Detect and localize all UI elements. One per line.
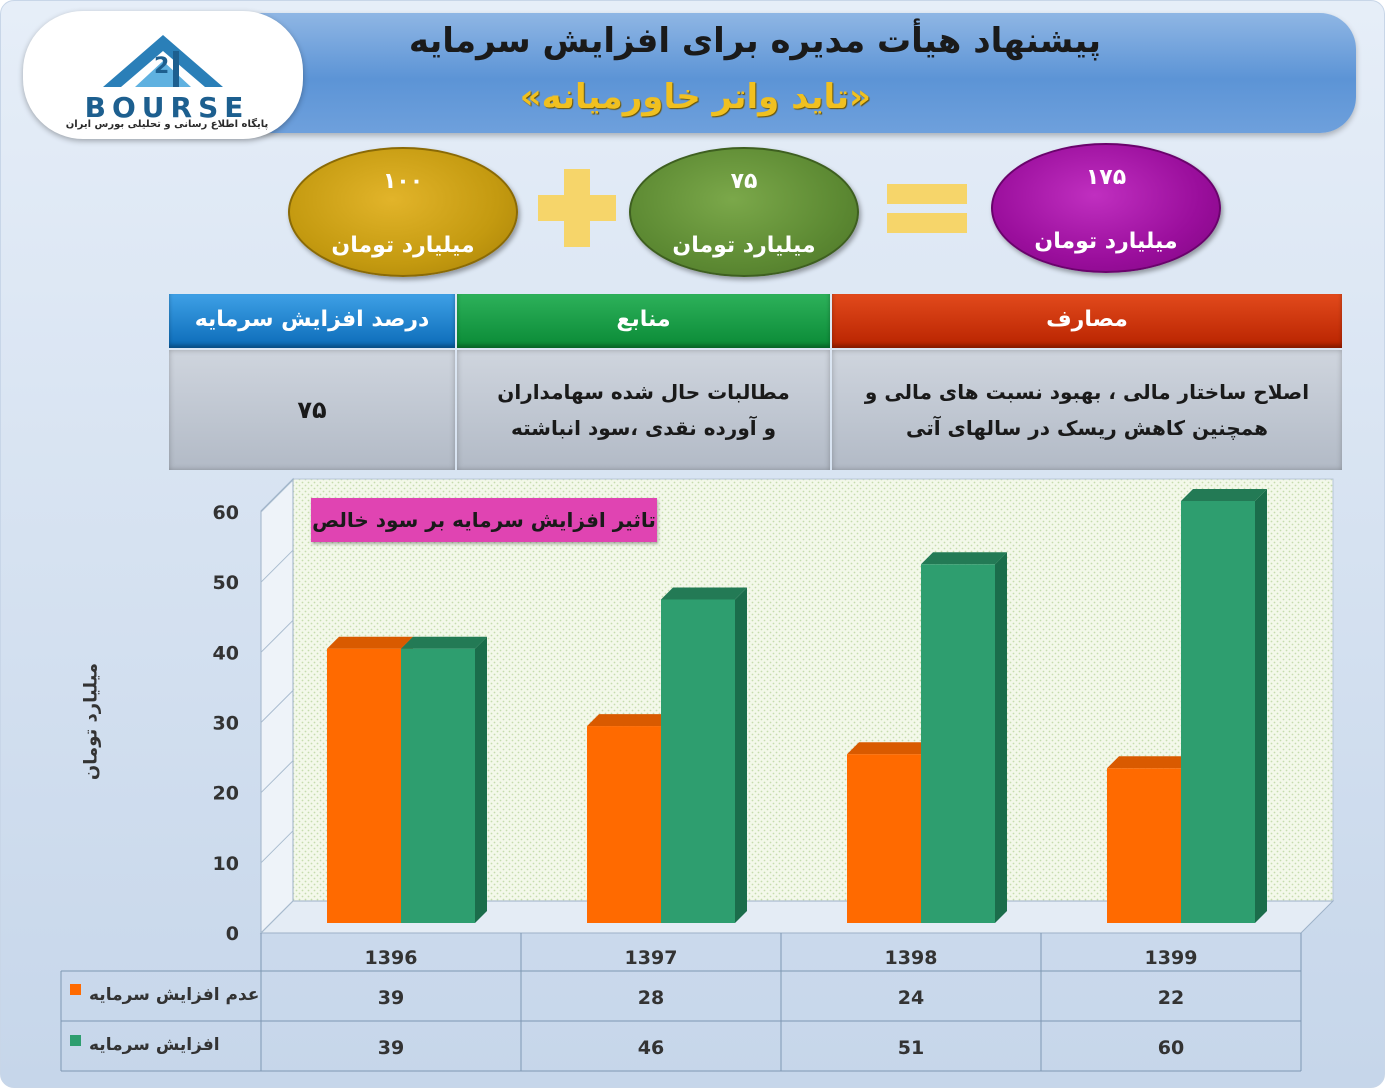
bar-increase — [401, 648, 475, 923]
current-capital-unit: میلیارد تومان — [331, 233, 475, 258]
y-tick-label: 30 — [213, 713, 239, 735]
bar-increase — [921, 564, 995, 923]
y-gridline — [260, 900, 294, 934]
bar-no-increase — [327, 648, 401, 923]
x-tick-label: 1397 — [625, 947, 678, 969]
increase-amount-unit: میلیارد تومان — [672, 233, 816, 258]
y-gridline — [260, 830, 294, 864]
y-gridline — [260, 690, 294, 723]
bar-increase-top — [921, 552, 1007, 565]
equals-icon-lower — [887, 213, 967, 233]
data-label: 51 — [898, 1037, 924, 1059]
data-label: 39 — [378, 1037, 404, 1059]
bar-increase-top — [1181, 489, 1267, 501]
legend-label-increase: افزایش سرمایه — [89, 1035, 220, 1055]
logo-text: BOURSE — [84, 91, 250, 124]
bar-increase-side — [995, 552, 1007, 923]
y-gridline — [260, 760, 294, 794]
y-gridline — [260, 549, 294, 583]
data-label: 24 — [898, 987, 924, 1009]
bar-no-increase — [587, 726, 661, 923]
bar-no-increase-top — [847, 742, 933, 755]
bar-no-increase-top — [587, 714, 673, 727]
legend-label-no-increase: عدم افزایش سرمایه — [89, 985, 260, 1005]
bar-increase-top — [661, 587, 747, 600]
y-axis-title: میلیارد تومان — [71, 661, 111, 791]
current-capital-oval: ۱۰۰ میلیارد تومان — [288, 147, 518, 277]
uses-value: اصلاح ساختار مالی ، بهبود نسبت های مالی … — [832, 350, 1342, 470]
bar-no-increase — [1107, 768, 1181, 923]
chart-title: تاثیر افزایش سرمایه بر سود خالص — [311, 498, 657, 542]
x-tick-label: 1396 — [365, 947, 418, 969]
current-capital-value: ۱۰۰ — [382, 169, 424, 194]
page-title: پیشنهاد هیأت مدیره برای افزایش سرمایه — [408, 21, 1101, 61]
increase-amount-value: ۷۵ — [730, 169, 758, 194]
bourse-logo: 2 BOURSE پایگاه اطلاع رسانی و تحلیلی بور… — [23, 11, 303, 139]
sources-value-text: مطالبات حال شده سهامداران و آورده نقدی ،… — [497, 380, 790, 440]
company-name: «تاید واتر خاورمیانه» — [519, 77, 871, 117]
y-tick-label: 10 — [213, 853, 239, 875]
data-label: 39 — [378, 987, 404, 1009]
percent-header: درصد افزایش سرمایه — [169, 294, 455, 348]
bar-increase — [1181, 501, 1255, 923]
data-label: 60 — [1158, 1037, 1184, 1059]
data-label: 22 — [1158, 987, 1184, 1009]
y-axis-title-text: میلیارد تومان — [80, 662, 102, 781]
bar-no-increase-top — [327, 636, 413, 649]
y-tick-label: 0 — [226, 923, 239, 945]
y-gridline — [260, 619, 294, 653]
logo-subtitle: پایگاه اطلاع رسانی و تحلیلی بورس ایران — [65, 119, 269, 130]
bar-increase-side — [1255, 489, 1267, 923]
percent-value: ۷۵ — [169, 350, 455, 470]
plus-icon-vertical — [564, 169, 590, 247]
equals-icon — [887, 184, 967, 204]
new-capital-value: ۱۷۵ — [1085, 165, 1127, 190]
y-tick-label: 20 — [213, 783, 239, 805]
bar-increase-top — [401, 636, 487, 649]
data-label: 46 — [638, 1037, 664, 1059]
logo-mark-icon: 2 — [103, 35, 223, 87]
y-tick-label: 40 — [213, 642, 239, 664]
sources-value: مطالبات حال شده سهامداران و آورده نقدی ،… — [457, 350, 830, 470]
y-gridline — [260, 479, 294, 513]
header-band — [151, 13, 1356, 133]
new-capital-oval: ۱۷۵ میلیارد تومان — [991, 143, 1221, 273]
y-tick-label: 60 — [213, 502, 239, 524]
legend-swatch-increase — [70, 1035, 81, 1046]
x-tick-label: 1398 — [885, 947, 938, 969]
x-tick-label: 1399 — [1145, 947, 1198, 969]
sources-header: منابع — [457, 294, 830, 348]
percent-value-text: ۷۵ — [297, 396, 327, 424]
new-capital-unit: میلیارد تومان — [1034, 229, 1178, 254]
uses-value-text: اصلاح ساختار مالی ، بهبود نسبت های مالی … — [864, 380, 1310, 440]
bar-increase — [661, 599, 735, 923]
y-tick-label: 50 — [213, 572, 239, 594]
uses-header: مصارف — [832, 294, 1342, 348]
bar-increase-side — [735, 587, 747, 923]
svg-text:2: 2 — [154, 54, 169, 79]
bar-no-increase — [847, 754, 921, 923]
data-label: 28 — [638, 987, 664, 1009]
increase-amount-oval: ۷۵ میلیارد تومان — [629, 147, 859, 277]
legend-swatch-no-increase — [70, 984, 81, 995]
bar-increase-side — [475, 636, 487, 923]
bar-no-increase-top — [1107, 756, 1193, 769]
